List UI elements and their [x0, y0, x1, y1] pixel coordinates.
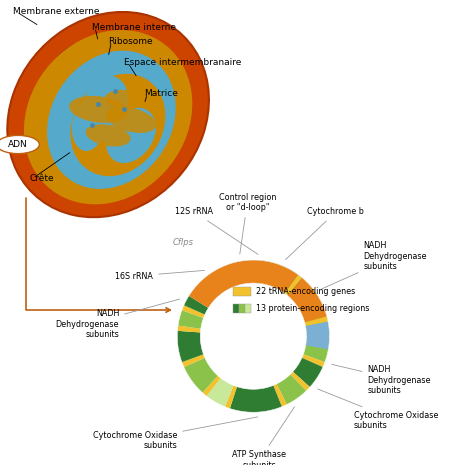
Polygon shape — [184, 296, 208, 314]
Ellipse shape — [69, 96, 127, 123]
Polygon shape — [182, 354, 205, 367]
Ellipse shape — [71, 74, 165, 176]
Polygon shape — [227, 260, 250, 286]
Polygon shape — [177, 331, 204, 362]
Polygon shape — [307, 336, 329, 341]
Text: NADH
Dehydrogenase
subunits: NADH Dehydrogenase subunits — [56, 299, 180, 339]
Bar — [239, 304, 245, 313]
Polygon shape — [203, 376, 221, 396]
Text: NADH
Dehydrogenase
subunits: NADH Dehydrogenase subunits — [332, 365, 431, 395]
Ellipse shape — [32, 42, 112, 156]
Polygon shape — [300, 298, 329, 336]
Text: NADH
Dehydrogenase
subunits: NADH Dehydrogenase subunits — [322, 241, 427, 289]
Polygon shape — [249, 260, 255, 283]
Text: Espace intermembranaire: Espace intermembranaire — [124, 58, 242, 67]
Ellipse shape — [47, 51, 176, 189]
Polygon shape — [178, 310, 204, 329]
Polygon shape — [292, 283, 316, 306]
Polygon shape — [177, 326, 201, 332]
Text: Membrane interne: Membrane interne — [92, 23, 176, 32]
Text: Cytochrome b: Cytochrome b — [285, 207, 364, 259]
Text: Cflps: Cflps — [173, 238, 194, 246]
Polygon shape — [303, 340, 329, 362]
Text: ATP Synthase
subunits: ATP Synthase subunits — [233, 407, 294, 465]
Polygon shape — [273, 384, 287, 407]
Ellipse shape — [0, 135, 39, 153]
Polygon shape — [287, 278, 327, 322]
Ellipse shape — [86, 124, 131, 146]
Text: 16S rRNA: 16S rRNA — [115, 271, 205, 280]
Ellipse shape — [24, 30, 192, 204]
Ellipse shape — [72, 99, 105, 151]
Polygon shape — [302, 354, 325, 367]
Text: 22 tRNA-encoding genes: 22 tRNA-encoding genes — [256, 287, 356, 296]
Ellipse shape — [106, 108, 156, 163]
Bar — [234, 304, 239, 313]
Bar — [234, 287, 251, 296]
Polygon shape — [289, 279, 308, 299]
Ellipse shape — [105, 90, 144, 108]
Polygon shape — [293, 358, 323, 387]
Text: Crête: Crête — [29, 174, 54, 183]
Polygon shape — [206, 378, 234, 407]
Text: Cytochrome Oxidase
subunits: Cytochrome Oxidase subunits — [318, 389, 438, 430]
Text: 13 protein-encoding regions: 13 protein-encoding regions — [256, 304, 370, 313]
Polygon shape — [189, 260, 298, 308]
Ellipse shape — [7, 12, 209, 217]
Text: ADN: ADN — [8, 140, 28, 149]
Text: Membrane externe: Membrane externe — [13, 7, 100, 16]
Text: Cytochrome Oxidase
subunits: Cytochrome Oxidase subunits — [93, 417, 258, 450]
Ellipse shape — [81, 76, 129, 143]
Polygon shape — [277, 374, 306, 405]
Polygon shape — [182, 305, 205, 318]
Polygon shape — [184, 358, 218, 393]
Ellipse shape — [106, 106, 156, 133]
Polygon shape — [225, 385, 237, 409]
Polygon shape — [285, 274, 302, 295]
Polygon shape — [290, 372, 310, 391]
Text: Ribosome: Ribosome — [108, 37, 153, 46]
Polygon shape — [254, 260, 304, 297]
Text: Control region
or "d-loop": Control region or "d-loop" — [219, 193, 276, 254]
Polygon shape — [305, 317, 328, 326]
Polygon shape — [306, 322, 329, 349]
Polygon shape — [230, 385, 282, 412]
Polygon shape — [297, 293, 319, 310]
Text: Matrice: Matrice — [144, 89, 178, 98]
Bar — [245, 304, 251, 313]
Text: 12S rRNA: 12S rRNA — [176, 207, 258, 254]
